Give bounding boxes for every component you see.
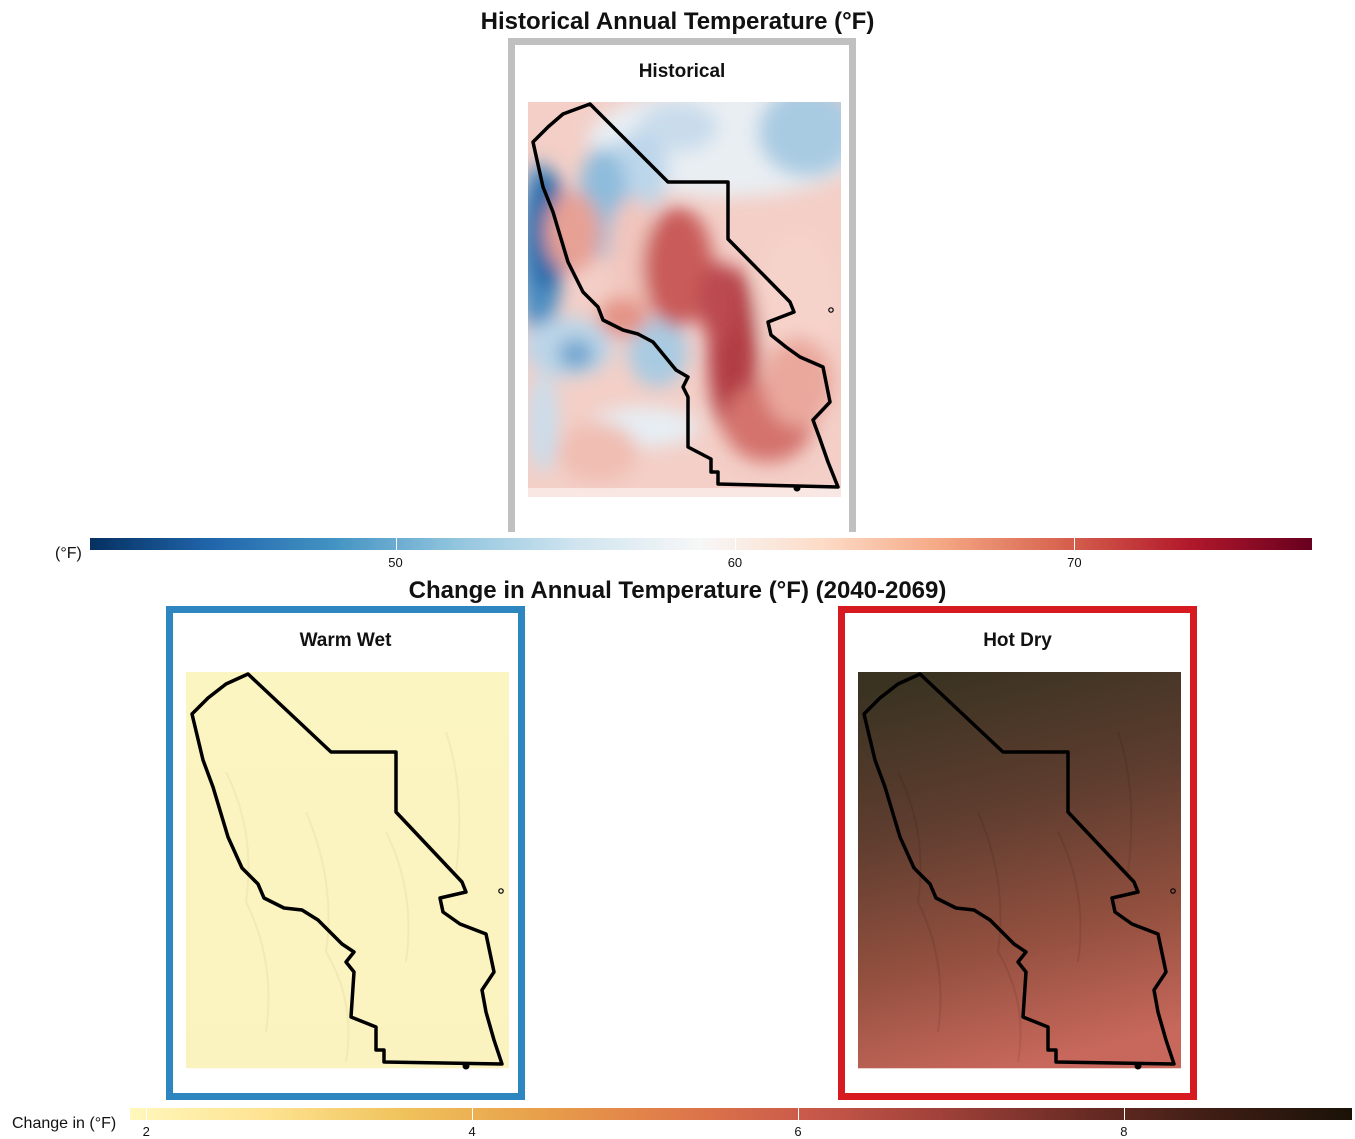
warm-wet-panel: Warm Wet [166, 606, 525, 1100]
historical-panel-label: Historical [638, 61, 726, 82]
historical-colorbar-title: (°F) [55, 545, 82, 562]
colorbar-tick-mark [1123, 1108, 1125, 1120]
boundary-marker [462, 1062, 470, 1070]
change-colorbar [130, 1108, 1352, 1120]
point-marker [498, 888, 504, 894]
park-boundary [531, 102, 840, 489]
colorbar-tick-mark [734, 538, 736, 550]
colorbar-tick-label: 6 [794, 1124, 802, 1139]
colorbar-tick-label: 50 [388, 555, 403, 570]
colorbar-tick-mark [395, 538, 397, 550]
park-boundary [190, 672, 504, 1066]
colorbar-tick-label: 60 [727, 555, 743, 570]
change-field [186, 672, 509, 1069]
colorbar-tick-label: 70 [1067, 555, 1082, 570]
historical-title: Historical Annual Temperature (°F) [480, 8, 875, 35]
colorbar-tick-label: 4 [468, 1124, 476, 1139]
hot-dry-panel-label: Hot Dry [983, 630, 1052, 651]
change-field [858, 672, 1181, 1069]
colorbar-tick-mark [798, 1108, 800, 1120]
point-marker [1170, 888, 1176, 894]
change-title: Change in Annual Temperature (°F) (2040-… [408, 577, 947, 604]
historical-map [528, 102, 841, 497]
terrain-shading [897, 731, 1133, 1063]
park-boundary [862, 672, 1176, 1066]
warm-wet-map [186, 672, 509, 1076]
temperature-field [528, 102, 841, 482]
change-colorbar-title: Change in (°F) [12, 1115, 117, 1132]
colorbar-tick-mark [472, 1108, 474, 1120]
boundary-marker [1134, 1062, 1142, 1070]
boundary-marker [793, 484, 801, 492]
warm-wet-panel-label: Warm Wet [299, 630, 392, 651]
hot-dry-panel: Hot Dry [838, 606, 1197, 1100]
colorbar-tick-mark [1074, 538, 1076, 550]
colorbar-tick-mark [146, 1108, 148, 1120]
point-marker [828, 307, 834, 313]
colorbar-tick-label: 2 [142, 1124, 150, 1139]
hot-dry-map [858, 672, 1181, 1076]
colorbar-tick-label: 8 [1120, 1124, 1128, 1139]
historical-panel: Historical [508, 38, 856, 532]
historical-colorbar [90, 538, 1312, 550]
terrain-shading [225, 731, 461, 1063]
